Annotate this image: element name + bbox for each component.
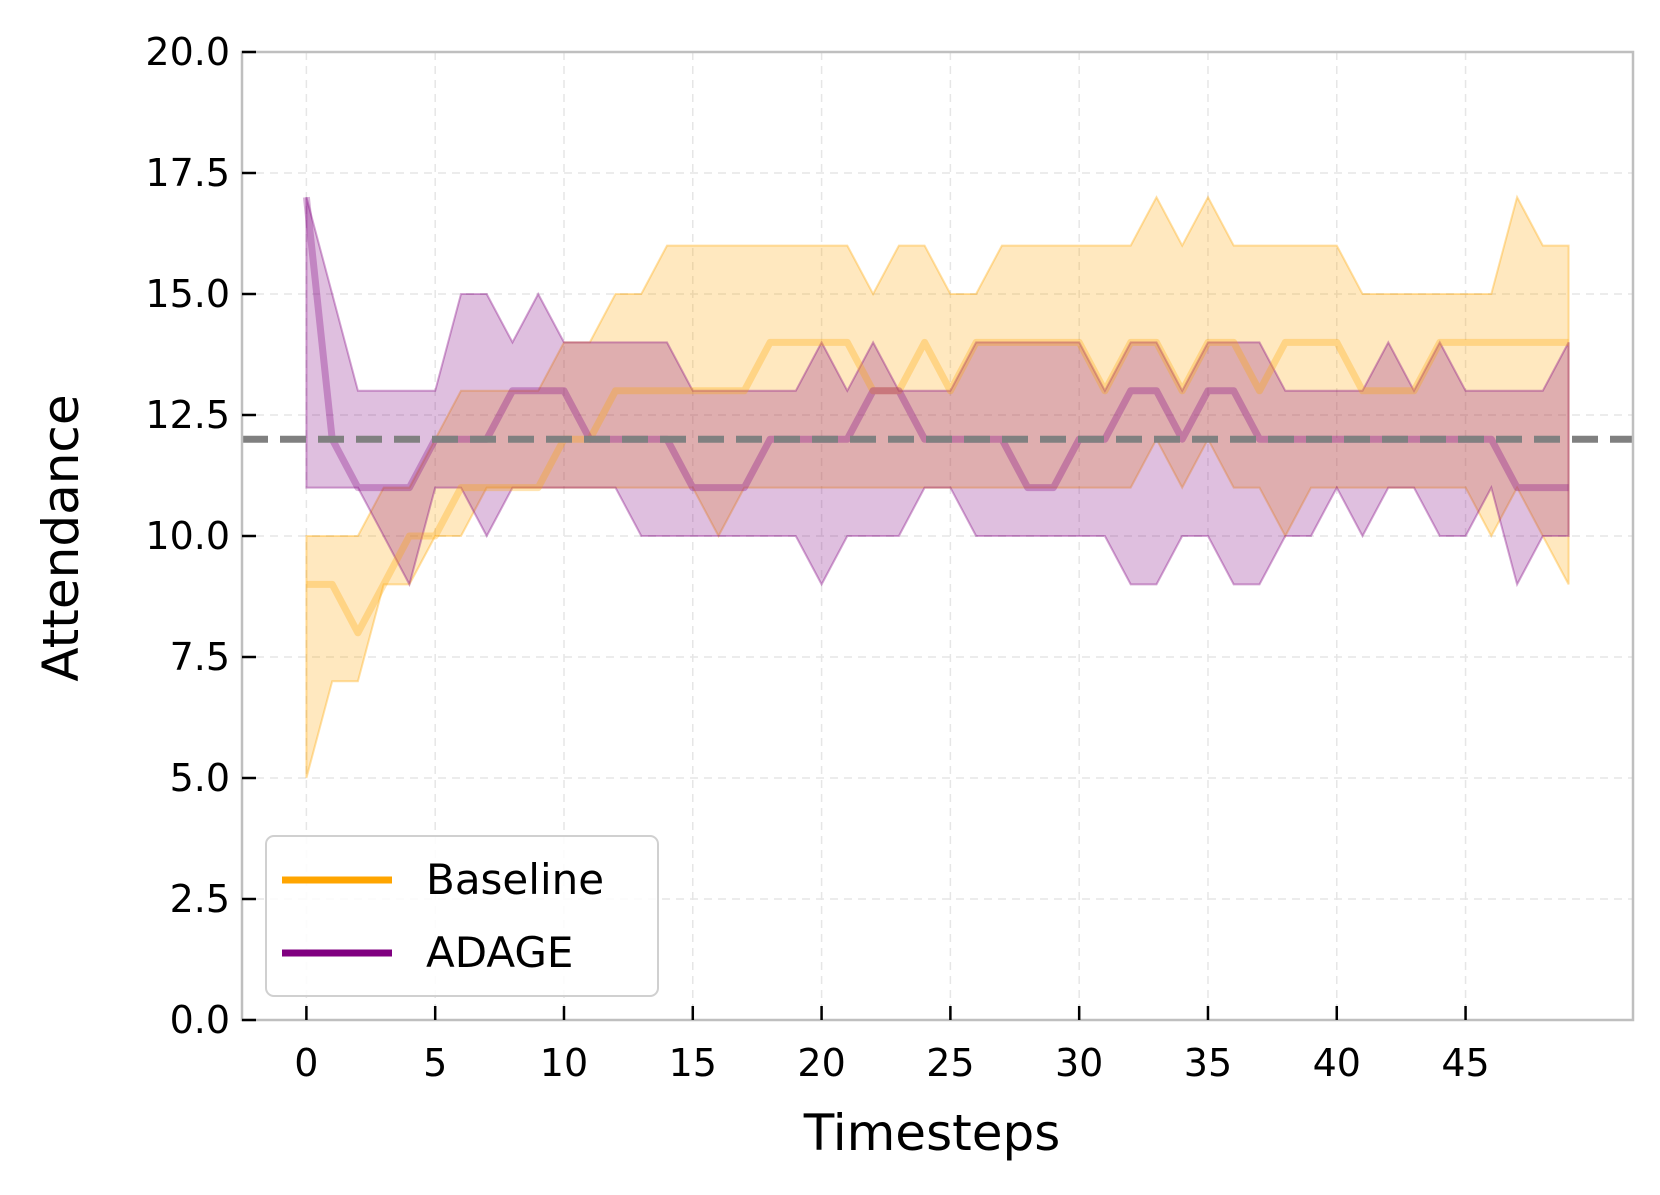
- y-tick-label: 2.5: [170, 877, 230, 921]
- y-tick-label: 7.5: [170, 635, 230, 679]
- y-tick-label: 10.0: [145, 514, 230, 558]
- y-tick-label: 20.0: [145, 30, 230, 74]
- x-tick-label: 20: [797, 1041, 845, 1085]
- x-tick-label: 15: [669, 1041, 717, 1085]
- y-tick-label: 15.0: [145, 272, 230, 316]
- adage-band: [305, 196, 1570, 588]
- x-tick-label: 40: [1313, 1041, 1361, 1085]
- legend-label-adage: ADAGE: [426, 928, 573, 977]
- y-tick-label: 17.5: [145, 151, 230, 195]
- y-tick-label: 12.5: [145, 393, 230, 437]
- x-tick-label: 35: [1184, 1041, 1232, 1085]
- y-tick-label: 5.0: [170, 756, 230, 800]
- x-tick-label: 0: [294, 1041, 318, 1085]
- legend: Baseline ADAGE: [265, 835, 659, 997]
- legend-label-baseline: Baseline: [426, 855, 604, 904]
- baseline-line: [306, 338, 1569, 637]
- x-axis-label: Timesteps: [803, 1104, 1061, 1162]
- x-tick-label: 5: [423, 1041, 447, 1085]
- y-axis-label: Attendance: [32, 394, 90, 681]
- baseline-band: [305, 194, 1570, 779]
- axes: 0 5 10 15 20 25 30 35 40 45 0.0 2.5 5.0 7.5 10.0 12.5 15…: [145, 30, 1635, 1085]
- series-bands: [305, 194, 1570, 779]
- x-tick-label: 10: [540, 1041, 588, 1085]
- y-tick-label: 0.0: [170, 998, 230, 1042]
- x-tick-label: 30: [1055, 1041, 1103, 1085]
- x-tick-label: 45: [1441, 1041, 1489, 1085]
- x-tick-label: 25: [926, 1041, 974, 1085]
- axis-labels: Timesteps Attendance: [32, 394, 1060, 1162]
